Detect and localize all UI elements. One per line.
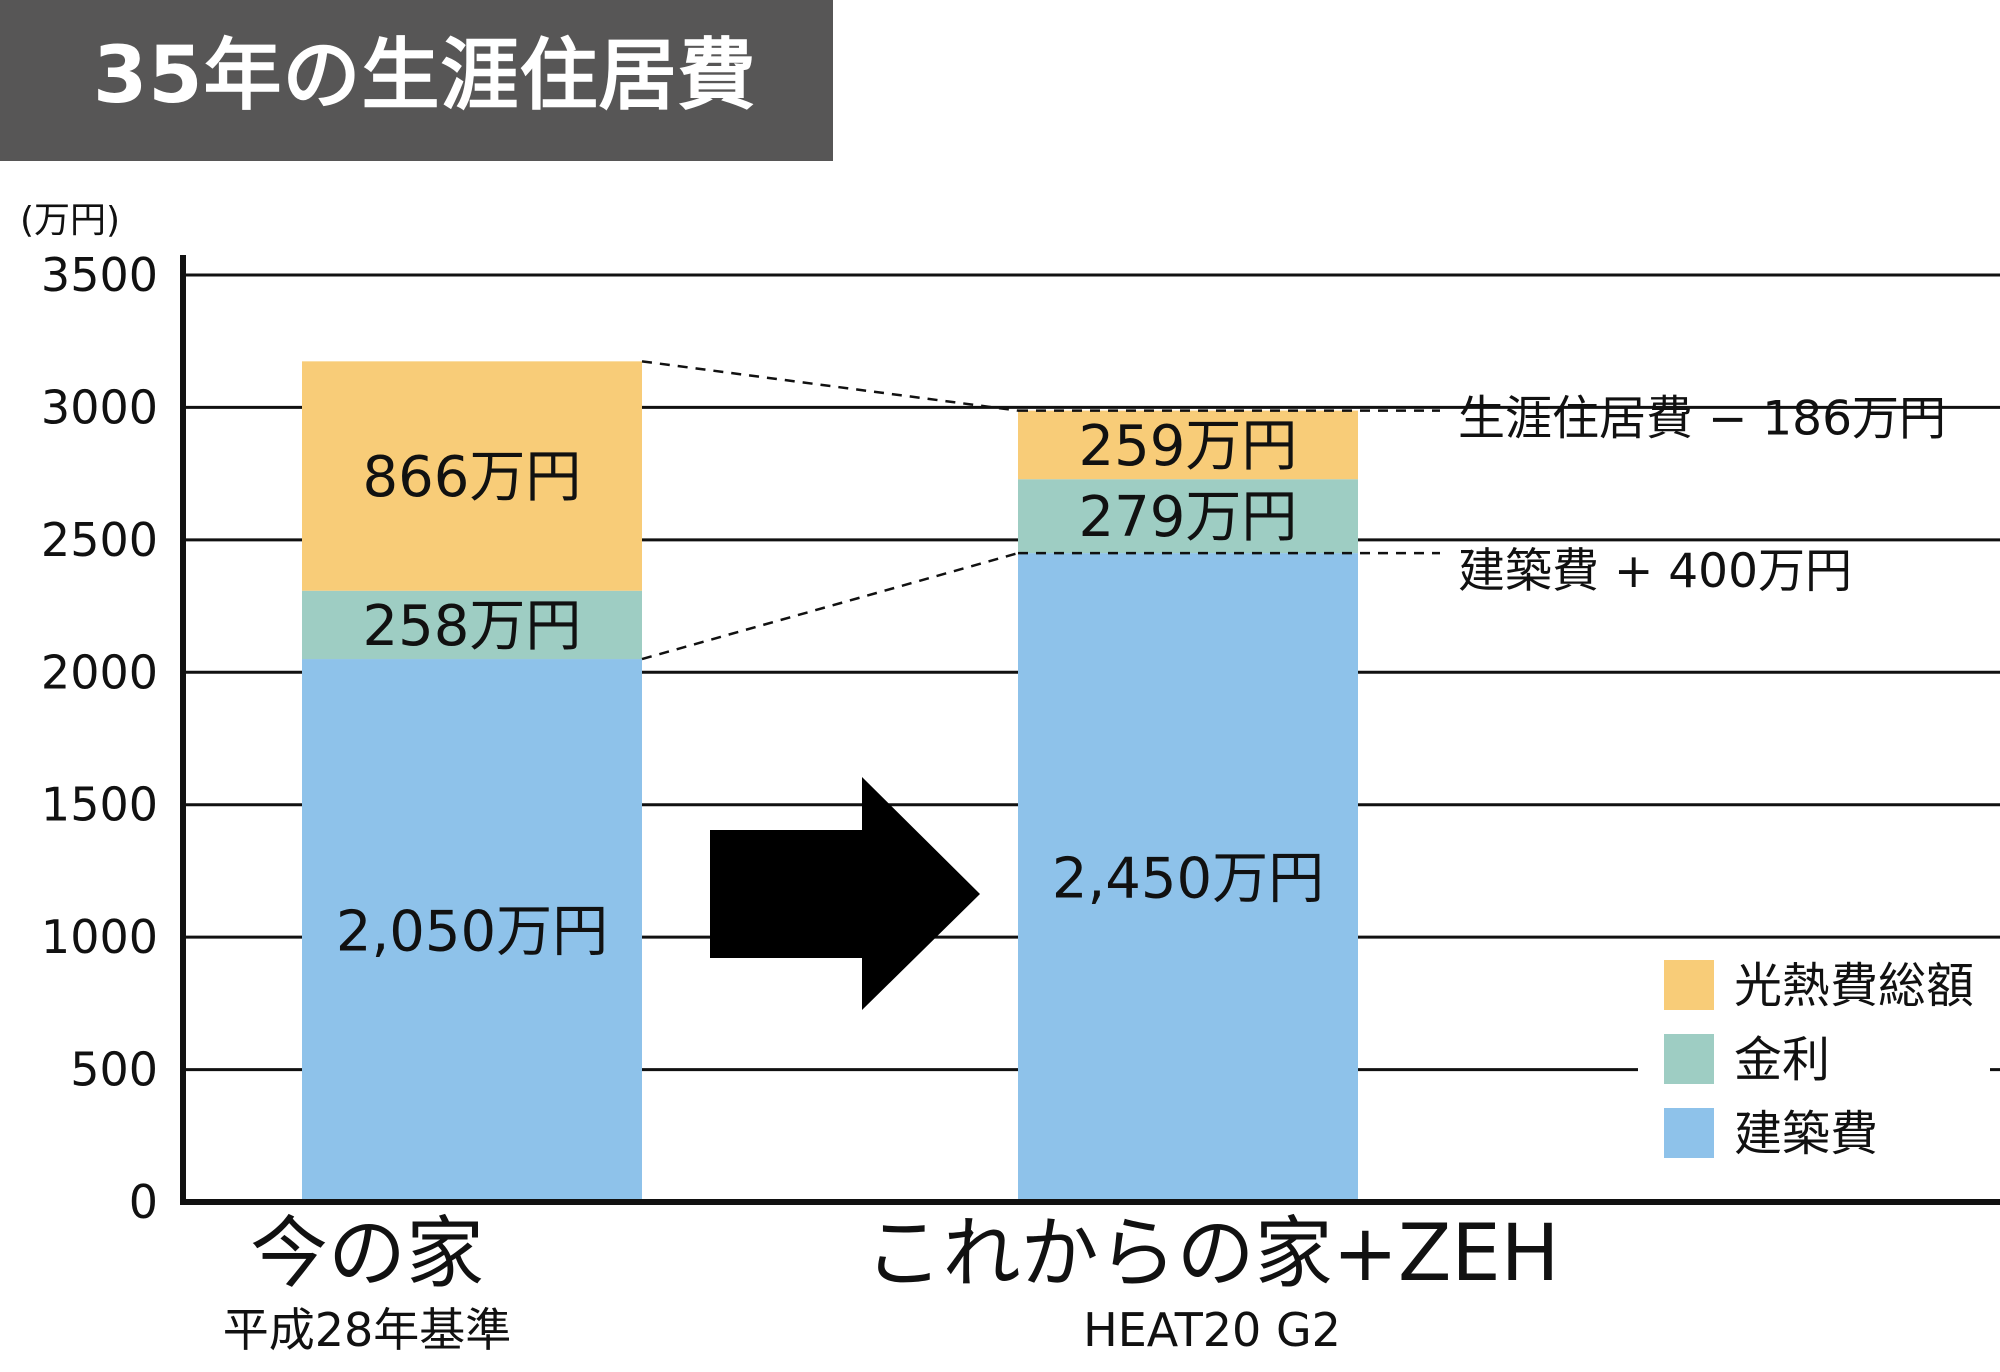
- x-category-sublabel: 平成28年基準: [223, 1303, 512, 1357]
- annotation-construction: 建築費 + 400万円: [1458, 544, 1852, 599]
- y-tick-label-3000: 3000: [41, 380, 158, 434]
- legend-label-建築費: 建築費: [1734, 1106, 1878, 1162]
- bar-0-光熱費総額: [302, 361, 642, 591]
- y-tick-label-2000: 2000: [41, 645, 158, 699]
- bar-value-label: 258万円: [363, 594, 582, 659]
- bar-1-建築費: [1018, 553, 1358, 1202]
- bar-1-金利: [1018, 479, 1358, 554]
- x-category-label: 今の家: [250, 1209, 484, 1299]
- y-axis-unit-label: (万円): [20, 200, 120, 241]
- annotation-total: 生涯住居費 − 186万円: [1458, 392, 1946, 447]
- bar-value-label: 2,450万円: [1052, 847, 1324, 912]
- y-tick-label-0: 0: [129, 1175, 158, 1229]
- y-tick-label-1000: 1000: [41, 910, 158, 964]
- y-tick-label-1500: 1500: [41, 778, 158, 832]
- bars: [302, 361, 1358, 1202]
- bar-value-label: 866万円: [363, 445, 582, 510]
- y-tick-label-500: 500: [70, 1043, 158, 1097]
- bar-value-label: 279万円: [1079, 485, 1298, 550]
- legend-swatch-建築費: [1664, 1108, 1714, 1158]
- title-banner: 35年の生涯住居費: [0, 0, 833, 161]
- labels: 0 500 1000 1500 2000 2500 3000 3500 (万円) 2,050万円 2…: [20, 200, 1946, 1357]
- connector-total: [641, 360, 1019, 412]
- connector-construction: [641, 551, 1019, 661]
- x-category-label: これからの家+ZEH: [865, 1209, 1560, 1299]
- y-tick-label-3500: 3500: [41, 248, 158, 302]
- bar-1-光熱費総額: [1018, 410, 1358, 480]
- legend-swatch-光熱費総額: [1664, 960, 1714, 1010]
- x-category-sublabel: HEAT20 G2: [1083, 1303, 1341, 1357]
- arrow-icon: [710, 777, 980, 1010]
- bar-0-建築費: [302, 659, 642, 1202]
- legend-label-金利: 金利: [1734, 1032, 1830, 1088]
- bar-value-label: 2,050万円: [336, 900, 608, 965]
- y-tick-label-2500: 2500: [41, 513, 158, 567]
- legend-label-光熱費総額: 光熱費総額: [1734, 958, 1974, 1014]
- chart-title: 35年の生涯住居費: [93, 31, 757, 121]
- axes: [180, 255, 2000, 1205]
- bar-0-金利: [302, 590, 642, 660]
- connector-lines: [641, 360, 1440, 661]
- legend-swatch-金利: [1664, 1034, 1714, 1084]
- bar-value-label: 259万円: [1079, 414, 1298, 479]
